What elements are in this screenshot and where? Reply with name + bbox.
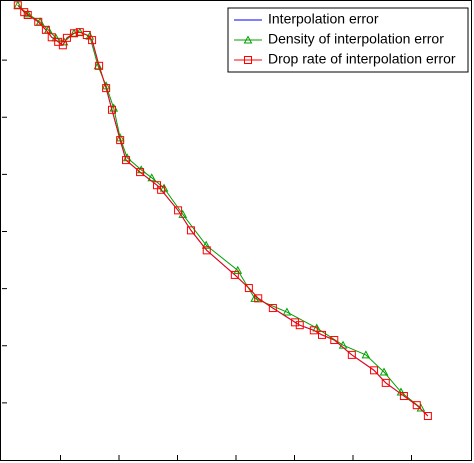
data-point [244, 284, 253, 293]
data-point [381, 378, 390, 387]
data-point [51, 33, 61, 42]
data-point [309, 326, 318, 335]
data-point [34, 17, 43, 26]
data-point [379, 367, 389, 376]
data-point [157, 185, 166, 194]
data-point [82, 30, 91, 39]
data-point [102, 84, 111, 93]
data-point [396, 387, 406, 396]
data-point [317, 330, 326, 339]
data-point [95, 61, 104, 70]
legend-marker [243, 35, 253, 44]
data-point [282, 307, 292, 316]
data-point [41, 25, 50, 34]
data-point [347, 350, 356, 359]
data-point [69, 29, 78, 38]
data-point [122, 156, 131, 165]
data-point [186, 226, 195, 235]
data-point [268, 304, 277, 313]
data-point [412, 401, 421, 410]
legend-marker [244, 56, 252, 64]
data-point [107, 105, 116, 114]
data-point [136, 168, 145, 177]
data-point [361, 350, 371, 359]
data-point [47, 33, 56, 42]
legend-label: Density of interpolation error [268, 31, 444, 47]
data-point [291, 318, 300, 327]
data-point [330, 336, 339, 345]
data-point [254, 294, 263, 303]
series-line [17, 4, 422, 409]
data-point [88, 36, 97, 45]
data-point [62, 33, 71, 42]
data-point [202, 246, 211, 255]
data-point [58, 41, 67, 50]
legend-label: Interpolation error [268, 11, 379, 27]
data-point [399, 392, 408, 401]
data-point [338, 340, 348, 349]
data-point [230, 270, 239, 279]
data-point [423, 412, 432, 421]
legend-label: Drop rate of interpolation error [268, 51, 456, 67]
data-point [295, 321, 304, 330]
legend-box [227, 7, 469, 73]
data-point [13, 1, 22, 10]
data-point [174, 206, 183, 215]
data-point [233, 265, 243, 274]
data-point [153, 181, 162, 190]
data-point [116, 136, 125, 145]
data-point [370, 366, 379, 375]
data-point [23, 10, 32, 19]
data-point [159, 183, 169, 192]
data-point [201, 240, 211, 249]
data-point [312, 323, 322, 332]
